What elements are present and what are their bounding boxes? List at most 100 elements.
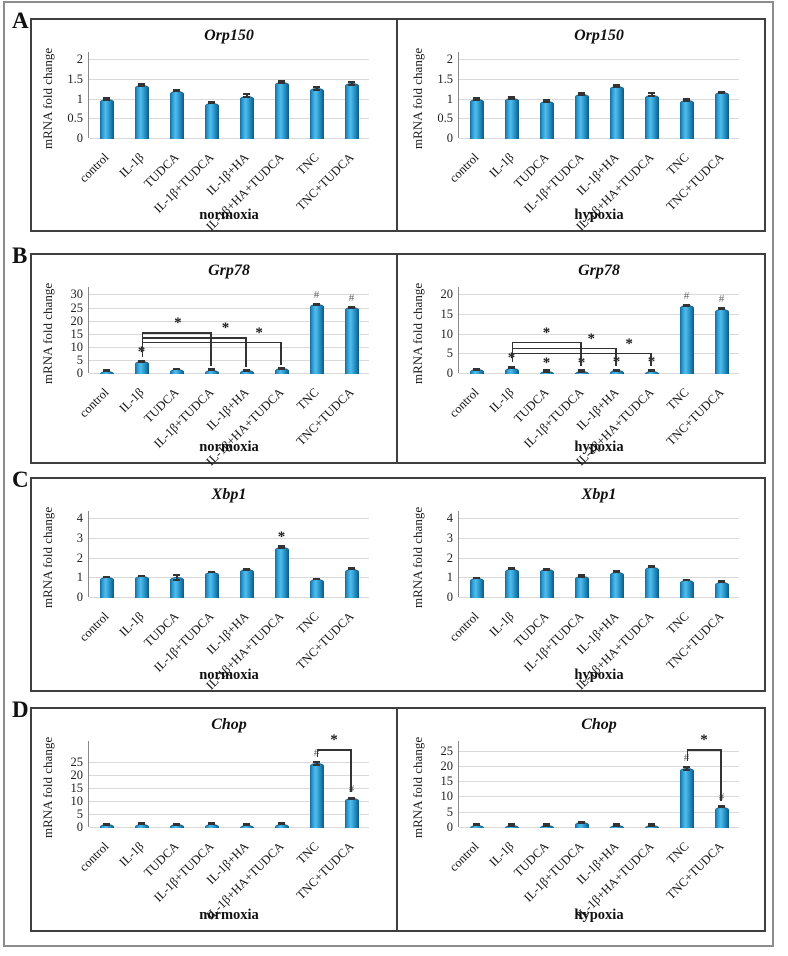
error-bar-cap-top [103, 824, 110, 827]
y-tick-label: 3 [76, 531, 83, 546]
error-bar-cap-top [613, 824, 620, 827]
error-bar-cap-bottom [543, 568, 550, 571]
error-bar-cap-bottom [613, 85, 620, 88]
error-bar-cap-bottom [473, 368, 480, 371]
error-bar-cap-bottom [243, 823, 250, 826]
error-bar-cap-top [648, 92, 655, 95]
y-tick-label: 5 [446, 346, 453, 361]
significance-hash-mark: # [348, 783, 355, 796]
significance-bracket [316, 749, 352, 751]
bar [539, 569, 554, 598]
y-tick-label: 0 [446, 820, 453, 834]
error-bar-cap-bottom [348, 306, 355, 309]
y-tick-label: 1.5 [67, 72, 83, 87]
significance-bracket [141, 332, 212, 334]
chart-normoxia: Xbp1 mRNA fold change 0 1 2 3 4 control IL-1β TUD… [32, 479, 400, 692]
error-bar [175, 574, 178, 581]
error-bar-cap-top [543, 370, 550, 373]
y-tick-label: 15 [440, 307, 454, 322]
panel-letter: A [12, 8, 29, 33]
error-bar-cap-bottom [613, 571, 620, 574]
error-bar-cap-bottom [313, 577, 320, 580]
gridline [89, 333, 369, 335]
bar [714, 806, 729, 828]
error-bar-cap-bottom [473, 822, 480, 825]
error-bar [350, 81, 353, 86]
error-bar-cap-top [348, 81, 355, 84]
y-tick-label: 5 [76, 352, 83, 367]
y-axis-label: mRNA fold change [410, 47, 425, 149]
chart-hypoxia: Chop mRNA fold change 0 5 10 15 20 25 control IL-… [402, 709, 770, 930]
condition-label: normoxia [199, 439, 259, 455]
chart-normoxia: Orp150 mRNA fold change 0 0.5 1 1.5 2 control IL… [32, 20, 400, 233]
gridline [459, 827, 739, 828]
error-bar-cap-bottom [578, 369, 585, 372]
gridline [89, 59, 369, 61]
y-axis-label: mRNA fold change [40, 47, 55, 149]
error-bar-cap-bottom [243, 368, 250, 371]
gridline [89, 118, 369, 120]
y-axis-line [88, 741, 89, 827]
error-bar-cap-bottom [683, 100, 690, 103]
error-bar-cap-bottom [278, 81, 285, 84]
gridline [89, 814, 369, 816]
gridline [89, 827, 369, 828]
significance-bracket [141, 337, 247, 339]
bar [644, 566, 659, 598]
error-bar-cap-bottom [348, 797, 355, 800]
gridline [89, 557, 369, 559]
error-bar-cap-top [578, 821, 585, 824]
bar [714, 92, 729, 139]
error-bar-cap-bottom [508, 98, 515, 101]
significance-bracket-leg [350, 749, 352, 792]
bar [714, 581, 729, 598]
error-bar-cap-bottom [103, 369, 110, 372]
error-bar-cap-bottom [543, 100, 550, 103]
figure-outer-frame [3, 1, 774, 947]
y-axis-label: mRNA fold change [410, 282, 425, 384]
gridline [89, 320, 369, 322]
bar [134, 85, 149, 139]
error-bar-cap-bottom [138, 84, 145, 87]
significance-bracket-leg [280, 341, 282, 366]
y-tick-label: 30 [70, 287, 84, 302]
significance-star-mark: * [612, 354, 621, 371]
error-bar-cap-bottom [208, 571, 215, 574]
gridline [89, 801, 369, 803]
error-bar-cap-bottom [173, 367, 180, 370]
chart-title: Grp78 [578, 262, 620, 279]
bar [309, 763, 324, 828]
bar [679, 305, 694, 374]
error-bar-cap-bottom [613, 368, 620, 371]
error-bar-cap-bottom [683, 768, 690, 771]
error-bar-cap-top [508, 96, 515, 99]
significance-bracket-leg [245, 337, 247, 368]
chart-title: Grp78 [208, 262, 250, 279]
y-tick-label: 3 [446, 531, 453, 546]
error-bar-cap-bottom [683, 304, 690, 307]
y-tick-label: 10 [70, 794, 84, 809]
error-bar-cap-top [718, 90, 725, 93]
error-bar-cap-top [173, 88, 180, 91]
y-tick-label: 1 [76, 570, 83, 585]
significance-hash-mark: # [313, 289, 320, 302]
significance-hash-mark: # [718, 791, 725, 804]
error-bar-cap-bottom [208, 368, 215, 371]
y-tick-label: 1 [446, 570, 453, 585]
error-bar-cap-bottom [243, 95, 250, 98]
bar [134, 361, 149, 374]
error-bar-cap-bottom [508, 823, 515, 826]
panel-row-box: Xbp1 mRNA fold change 0 1 2 3 4 control IL-1β TUD… [30, 477, 766, 692]
bar [134, 576, 149, 598]
y-tick-label: 0 [446, 131, 453, 145]
gridline [89, 346, 369, 348]
error-bar-cap-bottom [348, 83, 355, 86]
bar [99, 98, 114, 139]
significance-hash-mark: # [348, 292, 355, 304]
panel-divider [396, 20, 398, 230]
error-bar-cap-bottom [103, 576, 110, 579]
bar [204, 102, 219, 139]
error-bar-cap-top [173, 574, 180, 577]
error-bar-cap-top [578, 574, 585, 577]
